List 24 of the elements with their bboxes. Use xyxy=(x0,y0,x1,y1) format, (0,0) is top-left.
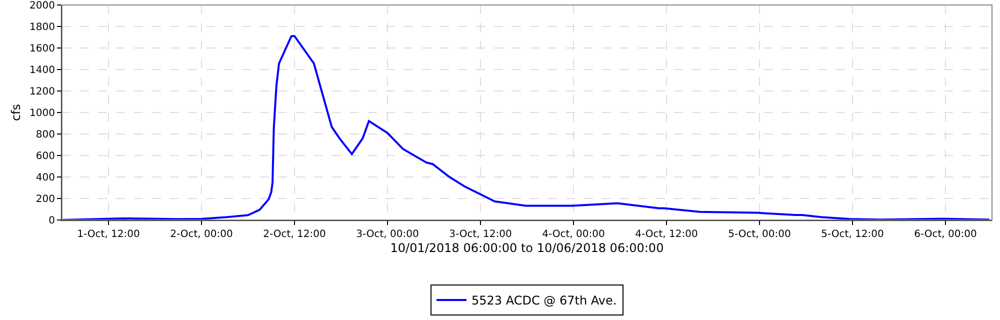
x-tick-label: 4-Oct, 00:00 xyxy=(542,229,605,240)
y-tick-label: 200 xyxy=(36,194,55,205)
y-tick-label: 1000 xyxy=(30,108,55,119)
legend-label: 5523 ACDC @ 67th Ave. xyxy=(472,294,617,308)
x-tick-label: 3-Oct, 00:00 xyxy=(356,229,419,240)
x-tick-label: 2-Oct, 12:00 xyxy=(263,229,326,240)
y-tick-label: 1200 xyxy=(30,86,55,98)
y-tick-label: 1600 xyxy=(30,44,55,54)
y-tick-label: 600 xyxy=(36,151,55,162)
x-tick-label: 1-Oct, 12:00 xyxy=(77,229,140,240)
y-tick-label: 1400 xyxy=(30,65,55,76)
x-tick-label: 3-Oct, 12:00 xyxy=(449,229,512,240)
x-tick-label: 2-Oct, 00:00 xyxy=(170,229,233,240)
x-tick-label: 6-Oct, 00:00 xyxy=(914,229,977,240)
y-tick-label: 2000 xyxy=(30,0,55,12)
y-tick-label: 1800 xyxy=(30,22,55,33)
y-tick-label: 400 xyxy=(36,172,55,184)
y-axis-title: cfs xyxy=(8,104,23,122)
y-tick-label: 800 xyxy=(36,130,55,140)
x-tick-label: 5-Oct, 12:00 xyxy=(821,229,884,240)
x-tick-label: 5-Oct, 00:00 xyxy=(728,229,791,240)
x-axis-title: 10/01/2018 06:00:00 to 10/06/2018 06:00:00 xyxy=(390,240,664,255)
y-tick-label: 0 xyxy=(48,216,55,226)
x-tick-label: 4-Oct, 12:00 xyxy=(635,229,698,240)
